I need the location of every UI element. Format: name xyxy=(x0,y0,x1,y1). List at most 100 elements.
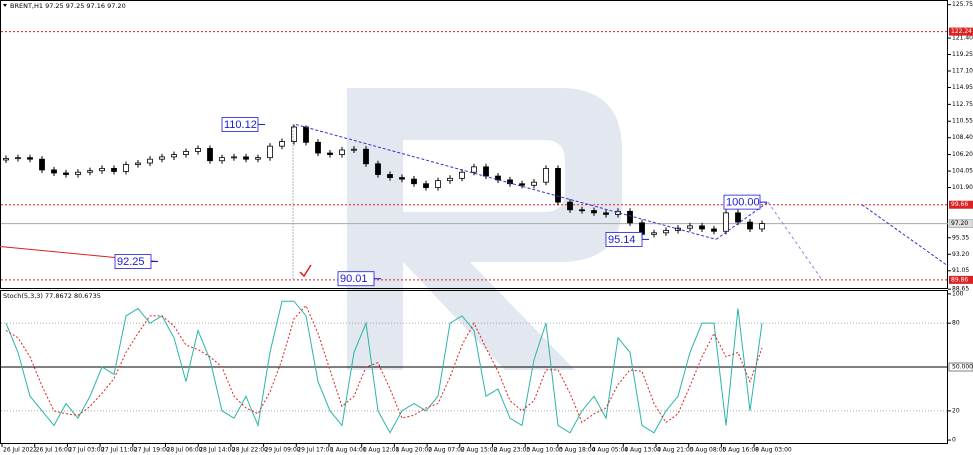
candle-body xyxy=(279,141,285,147)
candle-body xyxy=(603,212,609,215)
x-tick-label: 4 Aug 13:00 xyxy=(624,447,661,454)
annotation-box xyxy=(221,117,259,132)
candle-body xyxy=(663,230,669,234)
forecast-line xyxy=(295,124,717,240)
candle-body xyxy=(27,157,33,160)
x-tick-label: 2 Aug 23:00 xyxy=(494,447,531,454)
x-tick-label: 4 Aug 05:00 xyxy=(592,447,629,454)
y-tick-label: 110.55 xyxy=(952,118,973,125)
level-box xyxy=(949,27,973,36)
menu-arrow xyxy=(3,4,7,7)
forecast-line xyxy=(861,204,949,267)
y-tick-label: 104.05 xyxy=(952,168,973,175)
annotation-box xyxy=(723,194,761,210)
y-tick-label: 95.35 xyxy=(952,234,969,241)
candle-body xyxy=(543,167,549,183)
x-tick-label: 27 Jul 03:00 xyxy=(68,447,104,454)
candle-body xyxy=(315,141,321,154)
candle-body xyxy=(387,174,393,178)
annotation-label: 90.01 xyxy=(340,273,368,285)
x-tick-label: 29 Jul 17:00 xyxy=(297,447,333,454)
candle-body xyxy=(15,157,21,160)
x-tick-label: 29 Jul 09:00 xyxy=(265,447,301,454)
y-tick-label: 91.05 xyxy=(952,267,969,274)
annotation-box xyxy=(114,254,152,269)
annotation-label: 95.14 xyxy=(608,234,636,246)
candle-body xyxy=(243,156,249,160)
chart-title: BRENT,H1 97.25 97.25 97.16 97.20 xyxy=(10,2,126,10)
candle-body xyxy=(459,171,465,179)
check-mark xyxy=(299,264,312,278)
y-tick-label: 125.75 xyxy=(952,1,973,8)
candle-body xyxy=(219,157,225,162)
x-tick-label: 26 Jul 16:00 xyxy=(36,447,72,454)
x-tick-label: 5 Aug 08:00 xyxy=(690,447,727,454)
candle-body xyxy=(99,167,105,172)
candle-body xyxy=(75,171,81,175)
candle-body xyxy=(63,172,69,175)
y-tick-label: 117.10 xyxy=(952,68,973,75)
candle-body xyxy=(711,228,717,232)
x-tick-label: 3 Aug 10:00 xyxy=(526,447,563,454)
stoch-line xyxy=(5,300,763,434)
y-tick-label: 112.75 xyxy=(952,101,973,108)
y-tick-label: 114.95 xyxy=(952,84,973,91)
candle-body xyxy=(351,148,357,151)
candle-body xyxy=(411,178,417,185)
x-tick-label: 2 Aug 15:00 xyxy=(461,447,498,454)
level-label: 122.24 xyxy=(951,28,972,35)
candle-body xyxy=(627,210,633,224)
y-tick-label: 100 xyxy=(952,290,964,297)
candle-body xyxy=(651,232,657,235)
annotation-box xyxy=(605,231,643,247)
candle-body xyxy=(735,212,741,223)
candle-body xyxy=(687,225,693,229)
x-tick-label: 28 Jul 22:00 xyxy=(232,447,268,454)
forecast-line xyxy=(767,201,823,281)
y-tick-label: 50.0000 xyxy=(952,364,973,371)
candle-body xyxy=(375,163,381,175)
candle-body xyxy=(207,148,213,162)
candle-body xyxy=(423,183,429,188)
current-price-box xyxy=(948,219,973,228)
candle-body xyxy=(123,164,129,172)
candle-body xyxy=(195,148,201,152)
candle-body xyxy=(531,181,537,186)
candle-body xyxy=(723,212,729,232)
candle-body xyxy=(519,183,525,186)
candle-body xyxy=(339,149,345,155)
candle-body xyxy=(255,157,261,160)
x-tick-label: 1 Aug 20:00 xyxy=(395,447,432,454)
level-label: 99.66 xyxy=(951,201,968,208)
y-tick-label: 20 xyxy=(952,407,960,414)
candle-body xyxy=(171,154,177,158)
candle-body xyxy=(291,126,297,142)
candle-body xyxy=(159,156,165,160)
candle-body xyxy=(747,221,753,230)
y-tick-label: 106.20 xyxy=(952,151,973,158)
y-tick-label: 80 xyxy=(952,320,960,327)
y-tick-label: 101.90 xyxy=(952,184,973,191)
candle-body xyxy=(567,201,573,211)
x-tick-label: 28 Jul 14:00 xyxy=(199,447,235,454)
candle-body xyxy=(183,151,189,155)
candle-body xyxy=(435,180,441,188)
x-tick-label: 2 Aug 07:00 xyxy=(428,447,465,454)
annotation-label: 92.25 xyxy=(117,256,145,268)
candle-body xyxy=(507,179,513,185)
candle-body xyxy=(267,145,273,159)
candle-body xyxy=(447,177,453,182)
indicator-title: Stoch(5,3,3) 77.8672 80.6735 xyxy=(3,292,101,300)
x-tick-label: 8 Aug 03:00 xyxy=(755,447,792,454)
candle-body xyxy=(111,167,117,172)
candle-body xyxy=(135,162,141,165)
level-label: 89.86 xyxy=(951,276,968,283)
x-tick-label: 1 Aug 04:00 xyxy=(330,447,367,454)
level-box xyxy=(949,200,973,209)
x-tick-label: 5 Aug 16:00 xyxy=(722,447,759,454)
x-tick-label: 27 Jul 19:00 xyxy=(134,447,170,454)
price-panel xyxy=(0,0,948,289)
y-tick-label: 0 xyxy=(952,437,956,444)
candle-body xyxy=(471,166,477,173)
